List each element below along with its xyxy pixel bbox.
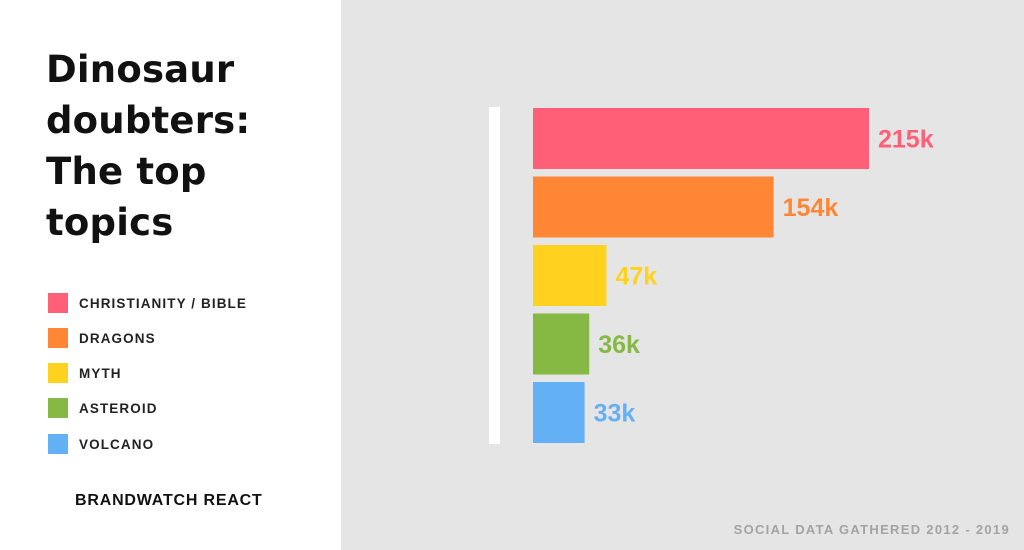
legend-label: MYTH bbox=[79, 365, 122, 381]
legend-label: CHRISTIANITY / BIBLE bbox=[79, 295, 248, 311]
legend-item-myth: MYTH bbox=[48, 362, 122, 384]
legend-item-christianity-bible: CHRISTIANITY / BIBLE bbox=[48, 292, 247, 314]
chart-panel: SOCIAL DATA GATHERED 2012 - 2019 bbox=[341, 0, 1024, 550]
legend-label: DRAGONS bbox=[79, 330, 156, 346]
legend-swatch bbox=[48, 293, 68, 313]
bar-dragons bbox=[533, 176, 774, 238]
data-label-myth: 47k bbox=[615, 263, 657, 291]
title-line: topics bbox=[46, 201, 174, 244]
legend-label: ASTEROID bbox=[79, 400, 158, 416]
bar-asteroid bbox=[533, 313, 590, 375]
legend-swatch bbox=[48, 328, 68, 348]
chart-title: Dinosaur doubters: The top topics bbox=[46, 44, 326, 248]
legend-swatch bbox=[48, 363, 68, 383]
bar-christianity-bible bbox=[533, 108, 869, 169]
bar-chart: 215k 154k 47k 36k 33k bbox=[489, 107, 934, 444]
title-line: Dinosaur bbox=[46, 48, 235, 91]
legend-swatch bbox=[48, 398, 68, 418]
legend-label: VOLCANO bbox=[79, 436, 155, 452]
legend-item-asteroid: ASTEROID bbox=[48, 397, 158, 419]
legend-item-dragons: DRAGONS bbox=[48, 327, 156, 349]
legend-swatch bbox=[48, 434, 68, 454]
data-label-dragons: 154k bbox=[783, 194, 839, 222]
data-label-asteroid: 36k bbox=[598, 331, 640, 359]
bars-group: 215k 154k 47k 36k 33k bbox=[533, 108, 934, 443]
bar-volcano bbox=[533, 382, 585, 443]
data-label-christianity-bible: 215k bbox=[878, 126, 934, 154]
data-label-volcano: 33k bbox=[594, 400, 636, 428]
title-line: doubters: bbox=[46, 99, 251, 142]
data-source-note: SOCIAL DATA GATHERED 2012 - 2019 bbox=[733, 522, 1010, 537]
title-line: The top bbox=[46, 150, 207, 193]
bar-myth bbox=[533, 245, 607, 306]
brand-name: BRANDWATCH REACT bbox=[75, 492, 263, 509]
legend-item-volcano: VOLCANO bbox=[48, 433, 154, 455]
left-panel: Dinosaur doubters: The top topics CHRIST… bbox=[0, 0, 341, 550]
axis-line bbox=[489, 107, 500, 444]
